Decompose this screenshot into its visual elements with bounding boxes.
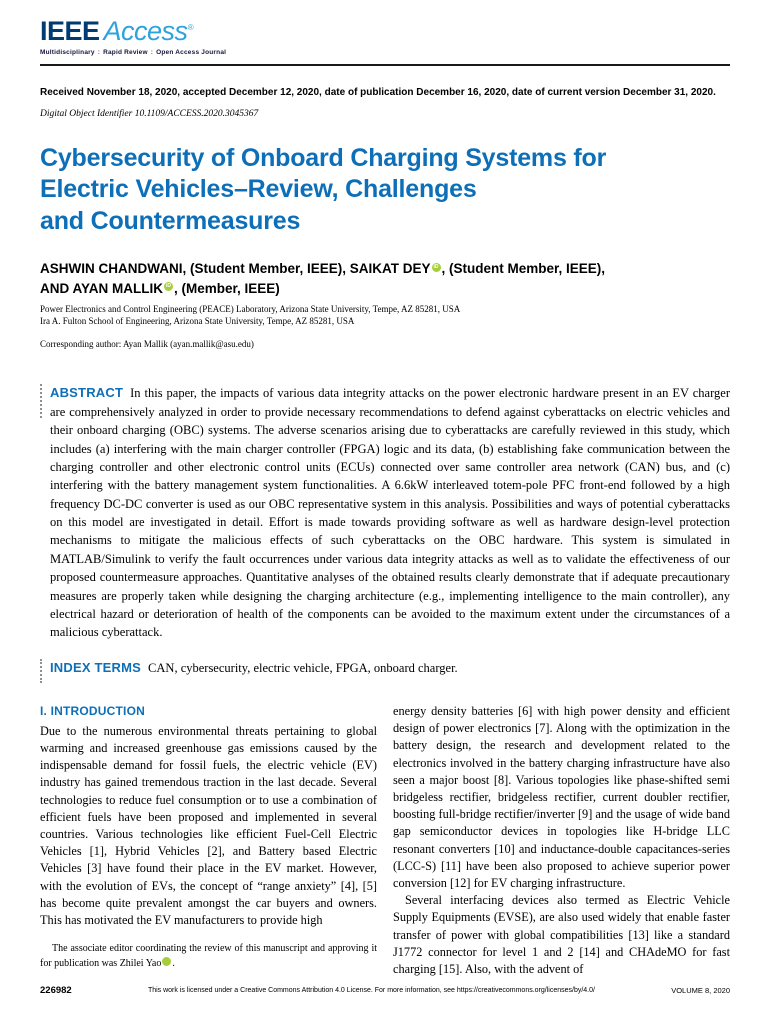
journal-tagline: Multidisciplinary: Rapid Review: Open Acce…	[40, 49, 730, 56]
section-heading-introduction: I. INTRODUCTION	[40, 704, 145, 719]
license-text: This work is licensed under a Creative C…	[147, 987, 595, 994]
index-terms-section: INDEX TERMS CAN, cybersecurity, electric …	[40, 658, 730, 684]
paper-page: IEEE Access® Multidisciplinary: Rapid Rev…	[40, 16, 730, 978]
page-footer: 226982 This work is licensed under a Cre…	[40, 985, 730, 996]
corresponding-author-line: Corresponding author: Ayan Mallik (ayan.…	[40, 339, 254, 350]
index-terms-label: INDEX TERMS	[50, 659, 142, 675]
affiliations: Power Electronics and Control Engineerin…	[40, 303, 730, 327]
tagline-separator: :	[97, 49, 101, 56]
tagline-part: Rapid Review	[103, 49, 148, 56]
orcid-icon[interactable]: iD	[162, 956, 179, 966]
author-names: AND AYAN MALLIK	[40, 280, 164, 296]
orcid-icon[interactable]: iD	[431, 262, 441, 272]
title-line: Cybersecurity of Onboard Charging System…	[40, 143, 607, 172]
left-column: I. INTRODUCTION Due to the numerous envi…	[40, 703, 377, 978]
body-columns: I. INTRODUCTION Due to the numerous envi…	[40, 703, 730, 978]
tagline-part: Multidisciplinary	[40, 49, 95, 56]
intro-paragraph: Several interfacing devices also termed …	[393, 893, 730, 977]
header-divider	[40, 64, 730, 66]
orcid-icon[interactable]: iD	[164, 282, 174, 292]
tagline-part: Open Access Journal	[156, 49, 227, 56]
associate-editor-footnote: The associate editor coordinating the re…	[40, 943, 377, 970]
abstract-label: ABSTRACT	[50, 385, 124, 401]
access-logo-text: Access®	[103, 16, 194, 46]
author-membership: , (Member, IEEE)	[174, 280, 280, 296]
right-column: energy density batteries [6] with high p…	[393, 703, 730, 978]
volume-label: VOLUME 8, 2020	[671, 986, 730, 995]
author-list: ASHWIN CHANDWANI, (Student Member, IEEE)…	[40, 259, 730, 298]
journal-masthead: IEEE Access® Multidisciplinary: Rapid Rev…	[40, 16, 730, 66]
paper-title: Cybersecurity of Onboard Charging System…	[40, 143, 730, 238]
tagline-separator: :	[150, 49, 154, 56]
index-terms-text: CAN, cybersecurity, electric vehicle, FP…	[148, 660, 458, 675]
affiliation-line: Power Electronics and Control Engineerin…	[40, 304, 461, 315]
intro-paragraph: energy density batteries [6] with high p…	[393, 704, 730, 891]
received-dates-line: Received November 18, 2020, accepted Dec…	[40, 87, 716, 98]
ieee-access-logo: IEEE Access®	[40, 16, 730, 47]
intro-paragraph: Due to the numerous environmental threat…	[40, 723, 377, 928]
affiliation-line: Ira A. Fulton School of Engineering, Ari…	[40, 316, 355, 327]
title-line: and Countermeasures	[40, 206, 301, 235]
title-line: Electric Vehicles–Review, Challenges	[40, 175, 477, 203]
ieee-logo-text: IEEE	[40, 16, 100, 46]
doi-line: Digital Object Identifier 10.1109/ACCESS…	[40, 108, 259, 119]
registered-mark: ®	[187, 23, 194, 32]
author-names: ASHWIN CHANDWANI, (Student Member, IEEE)…	[40, 261, 431, 276]
abstract-text: In this paper, the impacts of various da…	[50, 386, 730, 640]
author-membership: , (Student Member, IEEE),	[441, 261, 606, 276]
page-number: 226982	[40, 985, 72, 996]
abstract-section: ABSTRACT In this paper, the impacts of va…	[40, 383, 730, 641]
